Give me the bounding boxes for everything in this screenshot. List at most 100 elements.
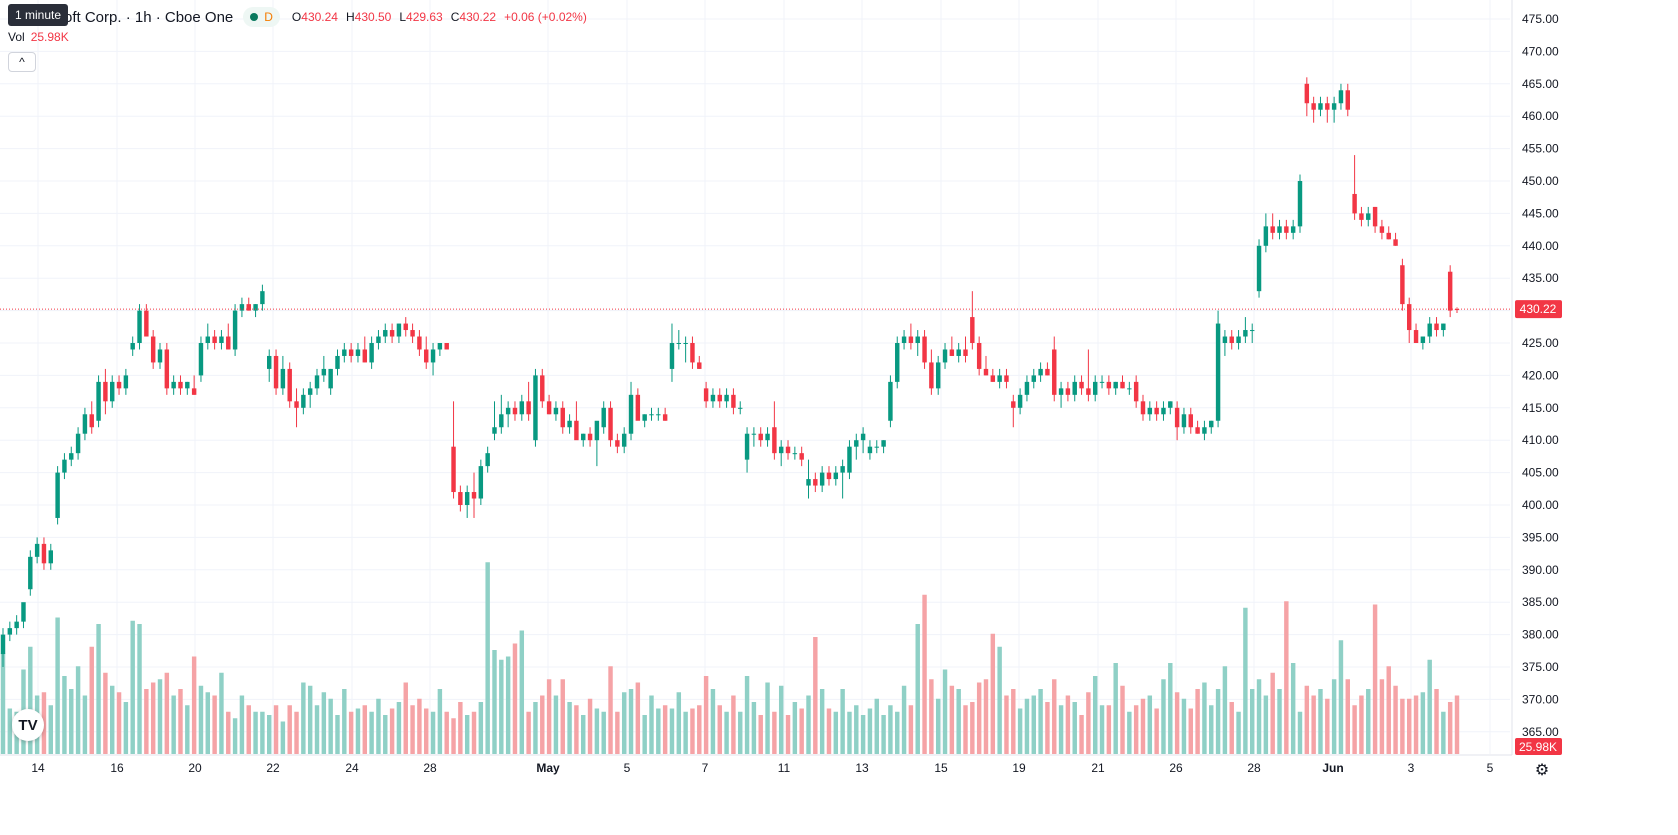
price-tick-label: 410.00 [1522,433,1559,447]
volume-bar [1086,692,1091,754]
volume-bar [731,695,736,754]
volume-bar [1195,689,1200,754]
candle-body [178,381,183,389]
volume-bar [929,679,934,754]
gear-icon[interactable]: ⚙ [1534,762,1550,779]
volume-bar [7,708,13,754]
volume-bar [519,630,525,754]
candle-body [1052,349,1057,395]
candle-body [307,388,313,395]
volume-bar [1004,695,1009,754]
volume-bar [321,692,327,754]
volume-bar [1120,685,1125,754]
volume-bar [464,715,470,754]
volume-bar [1249,689,1255,754]
volume-bar [280,721,286,754]
volume-bar [198,685,204,754]
candle-body [267,355,272,369]
volume-bar [621,692,627,754]
volume-bar [683,711,688,754]
candle-body [922,336,927,363]
candle-body [792,453,798,455]
volume-bar [854,705,859,754]
price-tick-label: 420.00 [1522,368,1559,382]
volume-bar [1017,708,1023,754]
volume-bar [895,711,900,754]
candle-body [1113,381,1118,389]
candle-body [581,433,586,441]
candle-body [41,543,47,564]
volume-bar [1406,698,1412,754]
candle-body [417,336,422,350]
volume-bar [1400,698,1405,754]
candle-body [376,336,381,343]
candle-body [14,621,19,629]
volume-bar [1284,601,1289,754]
symbol-title[interactable]: oft Corp. · 1h · Cboe One [64,8,234,26]
volume-bar [594,708,600,754]
candle-body [819,472,825,486]
candle-body [1195,427,1200,434]
candle-body [96,381,101,421]
volume-bar [1331,679,1337,754]
volume-bar [1079,715,1084,754]
volume-label[interactable]: Vol [8,30,25,44]
candle-body [587,433,593,441]
candle-body [594,420,600,441]
time-tick-label: May [536,761,560,775]
tradingview-logo-icon[interactable]: TV [12,709,44,741]
candle-body [1243,330,1248,337]
candle-body [1236,336,1241,343]
candle-body [1325,103,1330,110]
volume-bar [328,698,333,754]
volume-bar [444,711,449,754]
time-tick-label: 19 [1012,761,1026,775]
volume-bar [1052,679,1057,754]
chevron-up-icon: ^ [19,55,25,69]
volume-bar [1243,607,1248,754]
symbol-legend: oft Corp. · 1h · Cboe One D O430.24 H430… [8,6,587,28]
market-status[interactable]: D [243,7,280,27]
volume-bar [1379,679,1385,754]
candle-body [881,440,886,447]
candle-body [649,414,654,416]
low-value: 429.63 [406,10,443,24]
volume-bar [1236,711,1241,754]
volume-bar [116,692,122,754]
candle-body [144,310,149,337]
candle-body [731,394,736,408]
volume-bar [1140,698,1146,754]
candle-body [1154,407,1159,415]
candle-body [601,407,606,428]
volume-bar [1222,666,1228,754]
candle-body [246,304,251,311]
candle-body [567,420,572,428]
volume-bar [1454,695,1460,754]
collapse-legend-button[interactable]: ^ [8,52,36,72]
volume-bar [778,685,784,754]
volume-bar [1277,689,1282,754]
candle-body [874,446,879,448]
candle-body [219,336,224,343]
candle-body [1413,330,1419,343]
volume-bar [232,718,238,754]
status-dot-icon [250,13,259,21]
volume-bar [1209,705,1214,754]
volume-bar [935,698,941,754]
price-axis[interactable]: 475.00 470.00 465.00 460.00 455.00 450.00 445.… [1522,12,1559,739]
candle-body [355,349,361,356]
candle-body [1400,265,1405,305]
candle-body [1174,407,1180,428]
volume-bar [799,708,804,754]
candle-body [540,375,545,402]
volume-bar [307,685,313,754]
candle-body [1106,381,1112,389]
time-axis[interactable]: 14 16 20 22 24 28 May 5 7 11 13 15 19 21 26 28 Jun 3 5 [31,761,1493,775]
candle-body [935,362,941,389]
volume-bar [922,594,927,754]
price-tick-label: 375.00 [1522,660,1559,674]
volume-bar [840,689,845,754]
candle-body [328,368,333,389]
